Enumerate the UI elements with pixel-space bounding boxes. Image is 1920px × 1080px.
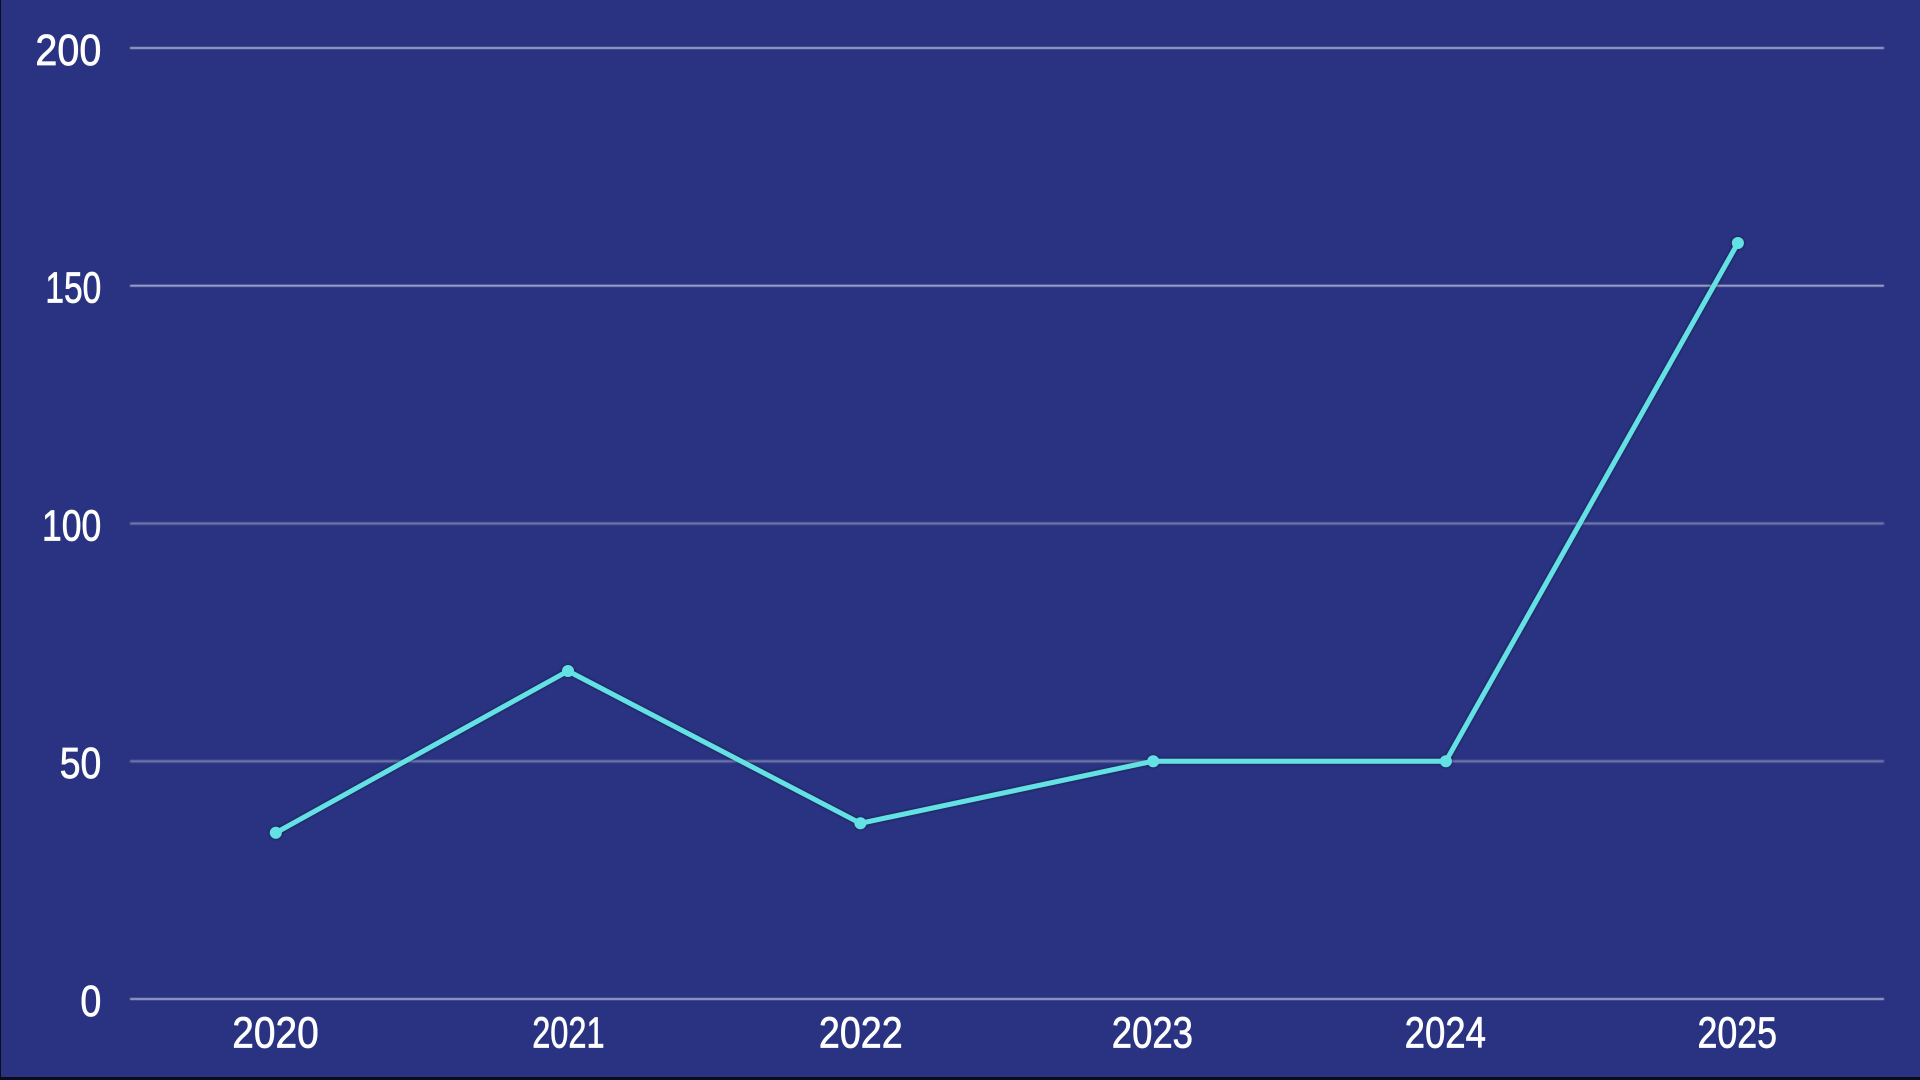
svg-text:2025: 2025: [1698, 1009, 1778, 1057]
svg-text:200: 200: [35, 25, 101, 74]
svg-text:50: 50: [60, 738, 102, 787]
svg-text:2022: 2022: [819, 1008, 903, 1057]
svg-text:0: 0: [80, 976, 101, 1025]
svg-text:100: 100: [42, 502, 101, 550]
svg-text:2023: 2023: [1112, 1008, 1193, 1057]
svg-text:2020: 2020: [232, 1008, 318, 1056]
svg-text:2021: 2021: [532, 1009, 604, 1058]
svg-text:2024: 2024: [1405, 1008, 1486, 1057]
svg-text:150: 150: [45, 265, 101, 313]
